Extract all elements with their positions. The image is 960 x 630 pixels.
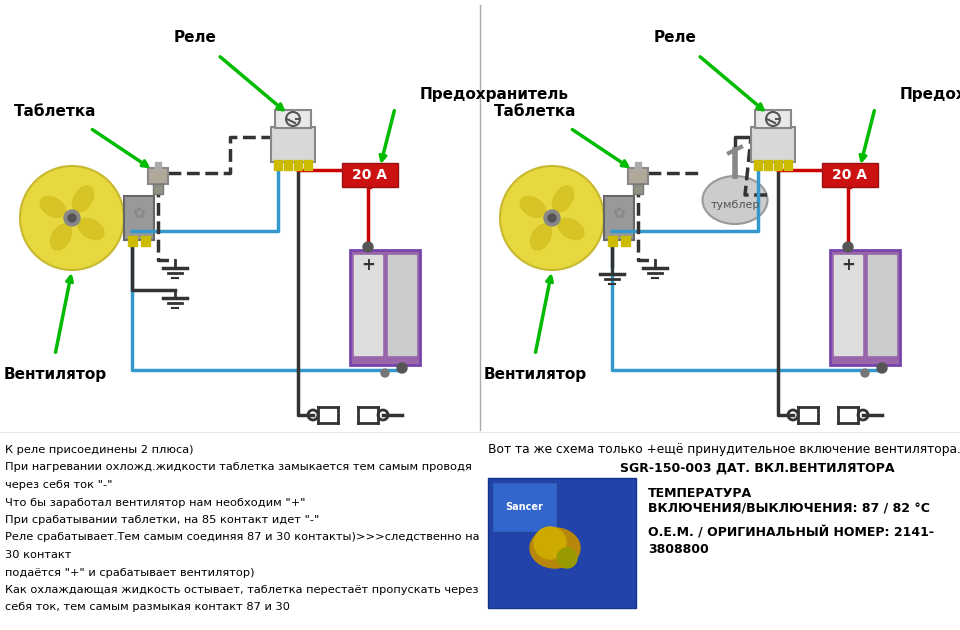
Bar: [822, 163, 878, 187]
Text: 30 контакт: 30 контакт: [5, 550, 71, 560]
Bar: [784, 160, 792, 170]
Text: Таблетка: Таблетка: [493, 105, 576, 120]
Text: +: +: [361, 256, 375, 274]
Ellipse shape: [530, 528, 580, 568]
Bar: [751, 127, 795, 162]
Text: При нагревании охложд.жидкости таблетка замыкается тем самым проводя: При нагревании охложд.жидкости таблетка …: [5, 462, 472, 472]
Ellipse shape: [78, 219, 104, 239]
Text: ✿: ✿: [612, 205, 625, 220]
Bar: [492, 482, 557, 532]
Bar: [830, 250, 900, 365]
Text: ВКЛЮЧЕНИЯ/ВЫКЛЮЧЕНИЯ: 87 / 82 °C: ВКЛЮЧЕНИЯ/ВЫКЛЮЧЕНИЯ: 87 / 82 °C: [648, 503, 930, 516]
Bar: [128, 236, 137, 246]
Bar: [621, 236, 630, 246]
Circle shape: [363, 242, 373, 252]
Text: ✿: ✿: [132, 205, 145, 220]
Bar: [271, 127, 315, 162]
Bar: [354, 255, 382, 355]
Circle shape: [20, 166, 124, 270]
Bar: [633, 184, 643, 194]
Bar: [834, 255, 862, 355]
Ellipse shape: [73, 186, 93, 212]
Bar: [635, 162, 641, 170]
Text: 3808800: 3808800: [648, 543, 708, 556]
Bar: [628, 168, 648, 184]
Ellipse shape: [558, 219, 584, 239]
Text: Что бы заработал вентилятор нам необходим "+": Что бы заработал вентилятор нам необходи…: [5, 498, 305, 508]
Circle shape: [381, 369, 389, 377]
Text: ТЕМПЕРАТУРА: ТЕМПЕРАТУРА: [648, 487, 752, 500]
Bar: [774, 160, 782, 170]
Ellipse shape: [51, 224, 71, 250]
Text: Реле: Реле: [654, 30, 696, 45]
Circle shape: [68, 214, 76, 222]
Bar: [304, 160, 312, 170]
Circle shape: [877, 363, 887, 373]
Circle shape: [843, 242, 853, 252]
Bar: [275, 110, 311, 128]
Text: Sancer: Sancer: [505, 502, 543, 512]
Text: К реле присоединены 2 плюса): К реле присоединены 2 плюса): [5, 445, 194, 455]
Bar: [124, 196, 154, 240]
Ellipse shape: [531, 224, 551, 250]
Bar: [755, 110, 791, 128]
Circle shape: [500, 166, 604, 270]
Bar: [764, 160, 772, 170]
Circle shape: [557, 548, 577, 568]
Text: +: +: [841, 256, 855, 274]
Bar: [274, 160, 282, 170]
Bar: [350, 250, 420, 365]
Bar: [754, 160, 762, 170]
Text: Вот та же схема только +ещё принудительное включение вентилятора.: Вот та же схема только +ещё принудительн…: [488, 443, 960, 456]
Bar: [604, 196, 634, 240]
Text: Предохранитель: Предохранитель: [900, 88, 960, 103]
Bar: [388, 255, 416, 355]
Circle shape: [534, 527, 566, 559]
Text: При срабатывании таблетки, на 85 контакт идет "-": При срабатывании таблетки, на 85 контакт…: [5, 515, 320, 525]
Ellipse shape: [553, 186, 573, 212]
Ellipse shape: [40, 197, 66, 217]
Text: О.Е.М. / ОРИГИНАЛЬНЫЙ НОМЕР: 2141-: О.Е.М. / ОРИГИНАЛЬНЫЙ НОМЕР: 2141-: [648, 527, 934, 540]
Circle shape: [548, 214, 556, 222]
Bar: [141, 236, 150, 246]
Text: Реле срабатывает.Тем самым соединяя 87 и 30 контакты)>>>следственно на: Реле срабатывает.Тем самым соединяя 87 и…: [5, 532, 479, 542]
Circle shape: [544, 210, 560, 226]
Text: тумблер: тумблер: [710, 200, 759, 210]
Ellipse shape: [703, 176, 767, 224]
Text: Как охлаждающая жидкость остывает, таблетка перестаёт пропускать через: Как охлаждающая жидкость остывает, табле…: [5, 585, 478, 595]
Text: 20 A: 20 A: [832, 168, 868, 182]
Ellipse shape: [520, 197, 546, 217]
Text: 20 A: 20 A: [352, 168, 388, 182]
Text: себя ток, тем самым размыкая контакт 87 и 30: себя ток, тем самым размыкая контакт 87 …: [5, 602, 290, 612]
Bar: [148, 168, 168, 184]
Bar: [155, 162, 161, 170]
Text: подаётся "+" и срабатывает вентилятор): подаётся "+" и срабатывает вентилятор): [5, 568, 254, 578]
Circle shape: [64, 210, 80, 226]
Bar: [284, 160, 292, 170]
Bar: [342, 163, 398, 187]
Text: Реле: Реле: [174, 30, 216, 45]
Text: Предохранитель: Предохранитель: [420, 88, 569, 103]
Bar: [294, 160, 302, 170]
Text: Вентилятор: Вентилятор: [484, 367, 587, 382]
Text: через себя ток "-": через себя ток "-": [5, 480, 112, 490]
Bar: [868, 255, 896, 355]
Bar: [488, 478, 636, 608]
Text: SGR-150-003 ДАТ. ВКЛ.ВЕНТИЛЯТОРА: SGR-150-003 ДАТ. ВКЛ.ВЕНТИЛЯТОРА: [620, 462, 895, 475]
Text: Таблетка: Таблетка: [13, 105, 96, 120]
Circle shape: [861, 369, 869, 377]
Circle shape: [397, 363, 407, 373]
Bar: [153, 184, 163, 194]
Bar: [608, 236, 617, 246]
Text: Вентилятор: Вентилятор: [4, 367, 107, 382]
